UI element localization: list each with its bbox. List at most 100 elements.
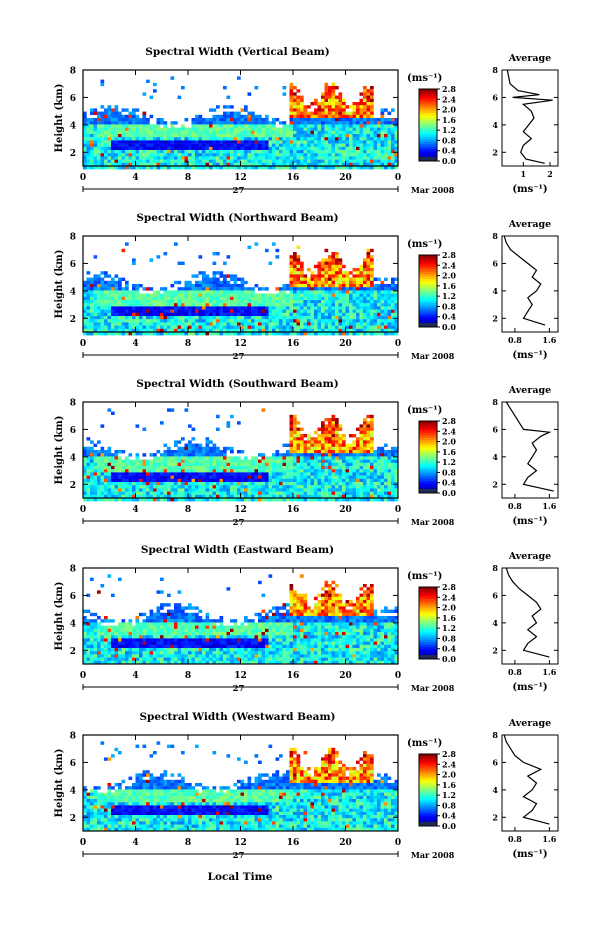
heatmap-cell — [247, 92, 252, 96]
heatmap-cell — [118, 459, 122, 463]
heatmap-cell — [223, 459, 227, 463]
heatmap-cell — [275, 287, 280, 291]
heatmap-cell — [86, 332, 91, 336]
heatmap-cell — [188, 306, 192, 310]
heatmap-cell — [265, 127, 269, 131]
heatmap-cell — [90, 482, 94, 486]
heatmap-cell — [212, 303, 217, 307]
heatmap-cell — [90, 475, 94, 479]
heatmap-cell — [275, 303, 280, 307]
heatmap-cell — [121, 140, 126, 144]
heatmap-cell — [128, 459, 133, 463]
heatmap-cell — [209, 316, 213, 320]
heatmap-cell — [314, 430, 318, 435]
heatmap-cell — [310, 130, 315, 135]
heatmap-cell — [282, 121, 287, 125]
heatmap-cell — [237, 293, 241, 297]
heatmap-cell — [338, 274, 343, 278]
heatmap-cell — [223, 319, 227, 323]
heatmap-cell — [142, 114, 147, 119]
heatmap-cell — [226, 322, 231, 326]
heatmap-cell — [258, 156, 262, 160]
heatmap-cell — [342, 274, 346, 278]
heatmap-cell — [342, 498, 346, 502]
heatmap-cell — [338, 475, 343, 479]
heatmap-cell — [387, 134, 392, 138]
heatmap-cell — [104, 118, 108, 122]
heatmap-cell — [205, 166, 210, 170]
heatmap-cell — [209, 293, 213, 297]
heatmap-cell — [205, 303, 210, 307]
heatmap-cell — [366, 159, 371, 163]
heatmap-cell — [177, 466, 182, 470]
heatmap-cell — [107, 111, 112, 115]
heatmap-cell — [212, 453, 217, 457]
heatmap-cell — [373, 312, 378, 317]
heatmap-cell — [114, 309, 119, 313]
heatmap-cell — [90, 118, 94, 122]
heatmap-cell — [198, 118, 203, 122]
heatmap-cell — [181, 485, 185, 489]
heatmap-cell — [384, 162, 388, 167]
heatmap-cell — [153, 488, 157, 492]
heatmap-cell — [303, 482, 308, 486]
heatmap-cell — [212, 325, 217, 329]
heatmap-cell — [163, 293, 168, 297]
heatmap-cell — [83, 146, 87, 151]
heatmap-cell — [139, 140, 143, 144]
heatmap-cell — [237, 296, 241, 301]
heatmap-cell — [300, 287, 304, 291]
heatmap-cell — [226, 485, 231, 489]
heatmap-cell — [202, 280, 206, 285]
heatmap-cell — [212, 284, 217, 288]
heatmap-cell — [370, 130, 374, 135]
heatmap-cell — [167, 332, 171, 336]
heatmap-cell — [93, 108, 98, 112]
heatmap-cell — [97, 111, 101, 115]
heatmap-cell — [275, 325, 280, 329]
heatmap-cell — [86, 130, 91, 135]
heatmap-cell — [384, 306, 388, 310]
heatmap-cell — [188, 293, 192, 297]
heatmap-cell — [300, 462, 304, 467]
heatmap-cell — [219, 325, 224, 329]
heatmap-cell — [335, 277, 339, 281]
heatmap-cell — [188, 332, 192, 336]
heatmap-cell — [202, 312, 206, 317]
heatmap-cell — [135, 328, 140, 333]
heatmap-cell — [149, 485, 154, 489]
heatmap-cell — [289, 82, 294, 87]
heatmap-cell — [237, 303, 241, 307]
heatmap-cell — [265, 130, 269, 135]
heatmap-cell — [216, 140, 220, 144]
heatmap-cell — [268, 466, 273, 470]
heatmap-cell — [370, 108, 374, 112]
heatmap-cell — [258, 118, 262, 122]
heatmap-cell — [272, 127, 276, 131]
heatmap-cell — [167, 475, 171, 479]
heatmap-cell — [111, 466, 115, 470]
heatmap-cell — [328, 312, 332, 317]
heatmap-cell — [188, 150, 192, 154]
heatmap-cell — [328, 92, 332, 96]
heatmap-cell — [153, 328, 157, 333]
heatmap-cell — [149, 453, 154, 457]
heatmap-cell — [202, 491, 206, 495]
heatmap-cell — [296, 134, 301, 138]
heatmap-cell — [314, 274, 318, 278]
heatmap-cell — [296, 124, 301, 128]
heatmap-cell — [286, 287, 290, 291]
heatmap-cell — [272, 309, 276, 313]
heatmap-cell — [184, 316, 189, 320]
heatmap-cell — [251, 332, 255, 336]
heatmap-cell — [212, 482, 217, 486]
heatmap-cell — [265, 140, 269, 144]
heatmap-cell — [384, 156, 388, 160]
heatmap-cell — [279, 482, 283, 486]
heatmap-cell — [167, 312, 171, 317]
heatmap-cell — [338, 293, 343, 297]
heatmap-cell — [331, 306, 336, 310]
heatmap-cell — [258, 472, 262, 476]
heatmap-cell — [163, 482, 168, 486]
heatmap-cell — [328, 434, 332, 438]
